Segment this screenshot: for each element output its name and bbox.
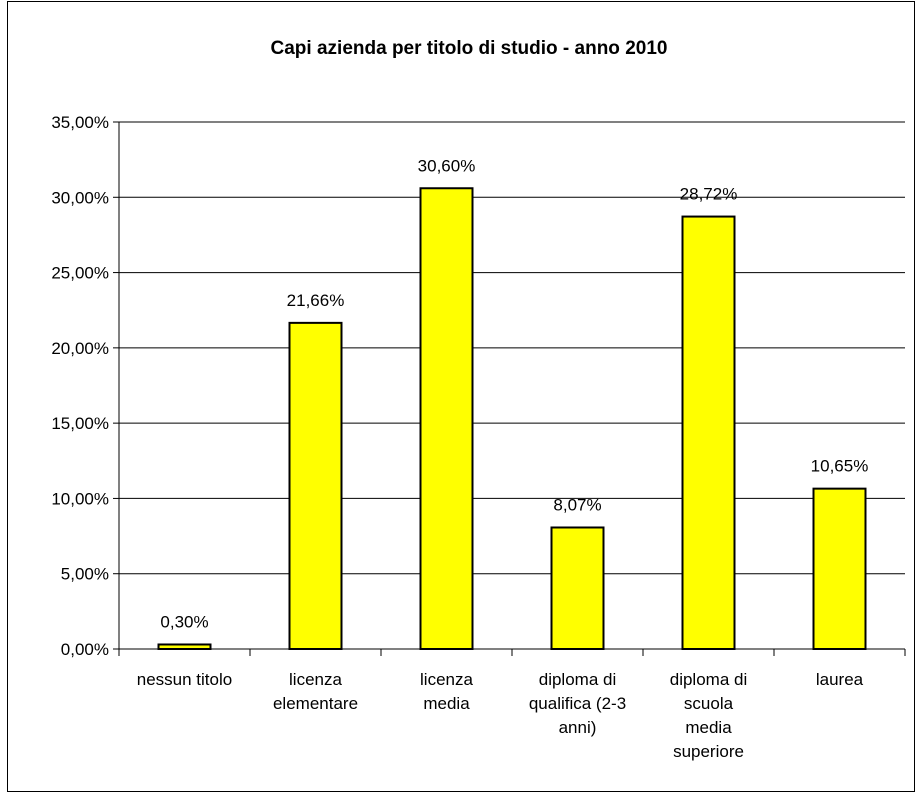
y-tick-label: 5,00% (61, 565, 109, 584)
bar (419, 187, 474, 650)
chart-title: Capi azienda per titolo di studio - anno… (271, 38, 668, 59)
x-tick-label: licenza media (420, 670, 473, 713)
data-label: 28,72% (680, 185, 738, 204)
bar (288, 321, 343, 650)
gridlines (119, 121, 905, 575)
y-tick-label: 25,00% (51, 264, 109, 283)
x-tick-label: licenza elementare (273, 670, 358, 713)
x-tick-label: laurea (816, 670, 864, 689)
chart-frame: Capi azienda per titolo di studio - anno… (7, 1, 915, 792)
bar (550, 526, 605, 650)
bar (812, 487, 867, 650)
data-labels: 0,30% 21,66% 30,60% 8,07% 28,72% 10,65% (160, 156, 868, 631)
y-tick-label: 15,00% (51, 414, 109, 433)
bar (681, 215, 736, 650)
bar-chart: Capi azienda per titolo di studio - anno… (51, 38, 906, 761)
x-axis-category-labels: nessun titolo licenza elementare licenza med… (137, 670, 864, 761)
y-axis-ticks: 0,00% 5,00% 10,00% 15,00% 20,00% 25,00% 30,00%… (51, 113, 119, 659)
data-label: 8,07% (553, 495, 601, 514)
x-tick-label: nessun titolo (137, 670, 232, 689)
bar (157, 643, 212, 650)
data-label: 30,60% (418, 156, 476, 175)
data-label: 0,30% (160, 612, 208, 631)
y-tick-label: 0,00% (61, 640, 109, 659)
y-tick-label: 10,00% (51, 489, 109, 508)
y-tick-label: 30,00% (51, 188, 109, 207)
data-label: 10,65% (811, 457, 869, 476)
x-tick-label: diploma di scuola media superiore (670, 670, 748, 761)
axes (118, 122, 906, 656)
y-tick-label: 35,00% (51, 113, 109, 132)
data-label: 21,66% (287, 291, 345, 310)
y-tick-label: 20,00% (51, 339, 109, 358)
x-tick-label: diploma di qualifica (2-3 anni) (529, 670, 626, 737)
bars (157, 187, 867, 650)
